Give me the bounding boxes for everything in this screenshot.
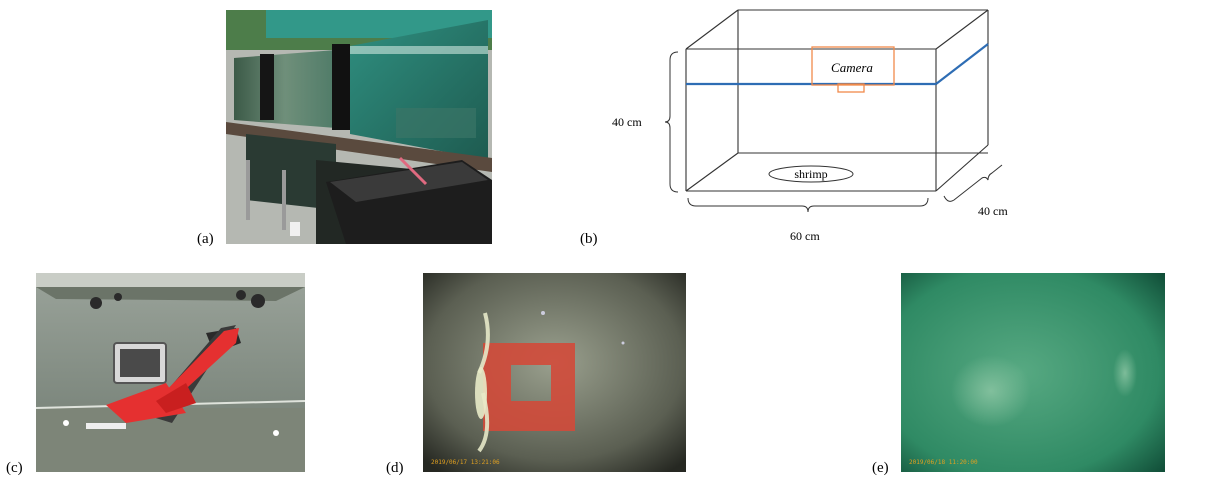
depth-label: 40 cm — [978, 204, 1008, 218]
shrimp-label: shrimp — [794, 167, 827, 181]
photo-green-murky-water: 2019/06/18 11:20:00 — [901, 273, 1165, 472]
camera-label: Camera — [831, 60, 873, 75]
width-label: 60 cm — [790, 229, 820, 243]
tank-edge — [935, 9, 989, 50]
height-bracket — [664, 51, 679, 193]
camera-lens — [837, 83, 865, 93]
tank-edge — [935, 144, 989, 192]
panel-label-c: (c) — [6, 460, 23, 476]
tank-edge — [685, 9, 739, 50]
timestamp-d: 2019/06/17 13:21:06 — [431, 459, 500, 466]
height-label: 40 cm — [612, 115, 642, 129]
depth-bracket — [943, 164, 1003, 202]
tank-edge — [685, 152, 739, 192]
panel-label-e: (e) — [872, 460, 889, 476]
width-bracket — [687, 197, 929, 213]
timestamp-e: 2019/06/18 11:20:00 — [909, 459, 978, 466]
photo-camera-in-tank — [36, 273, 305, 472]
panel-label-b: (b) — [580, 231, 598, 247]
panel-label-a: (a) — [197, 231, 214, 247]
shrimp-ellipse — [768, 165, 854, 183]
photo-aquarium-tanks — [226, 10, 492, 244]
camera-box — [811, 46, 895, 86]
panel-label-d: (d) — [386, 460, 404, 476]
water-line-side — [935, 43, 989, 85]
photo-shrimp-on-red-frame: 2019/06/17 13:21:06 — [423, 273, 686, 472]
